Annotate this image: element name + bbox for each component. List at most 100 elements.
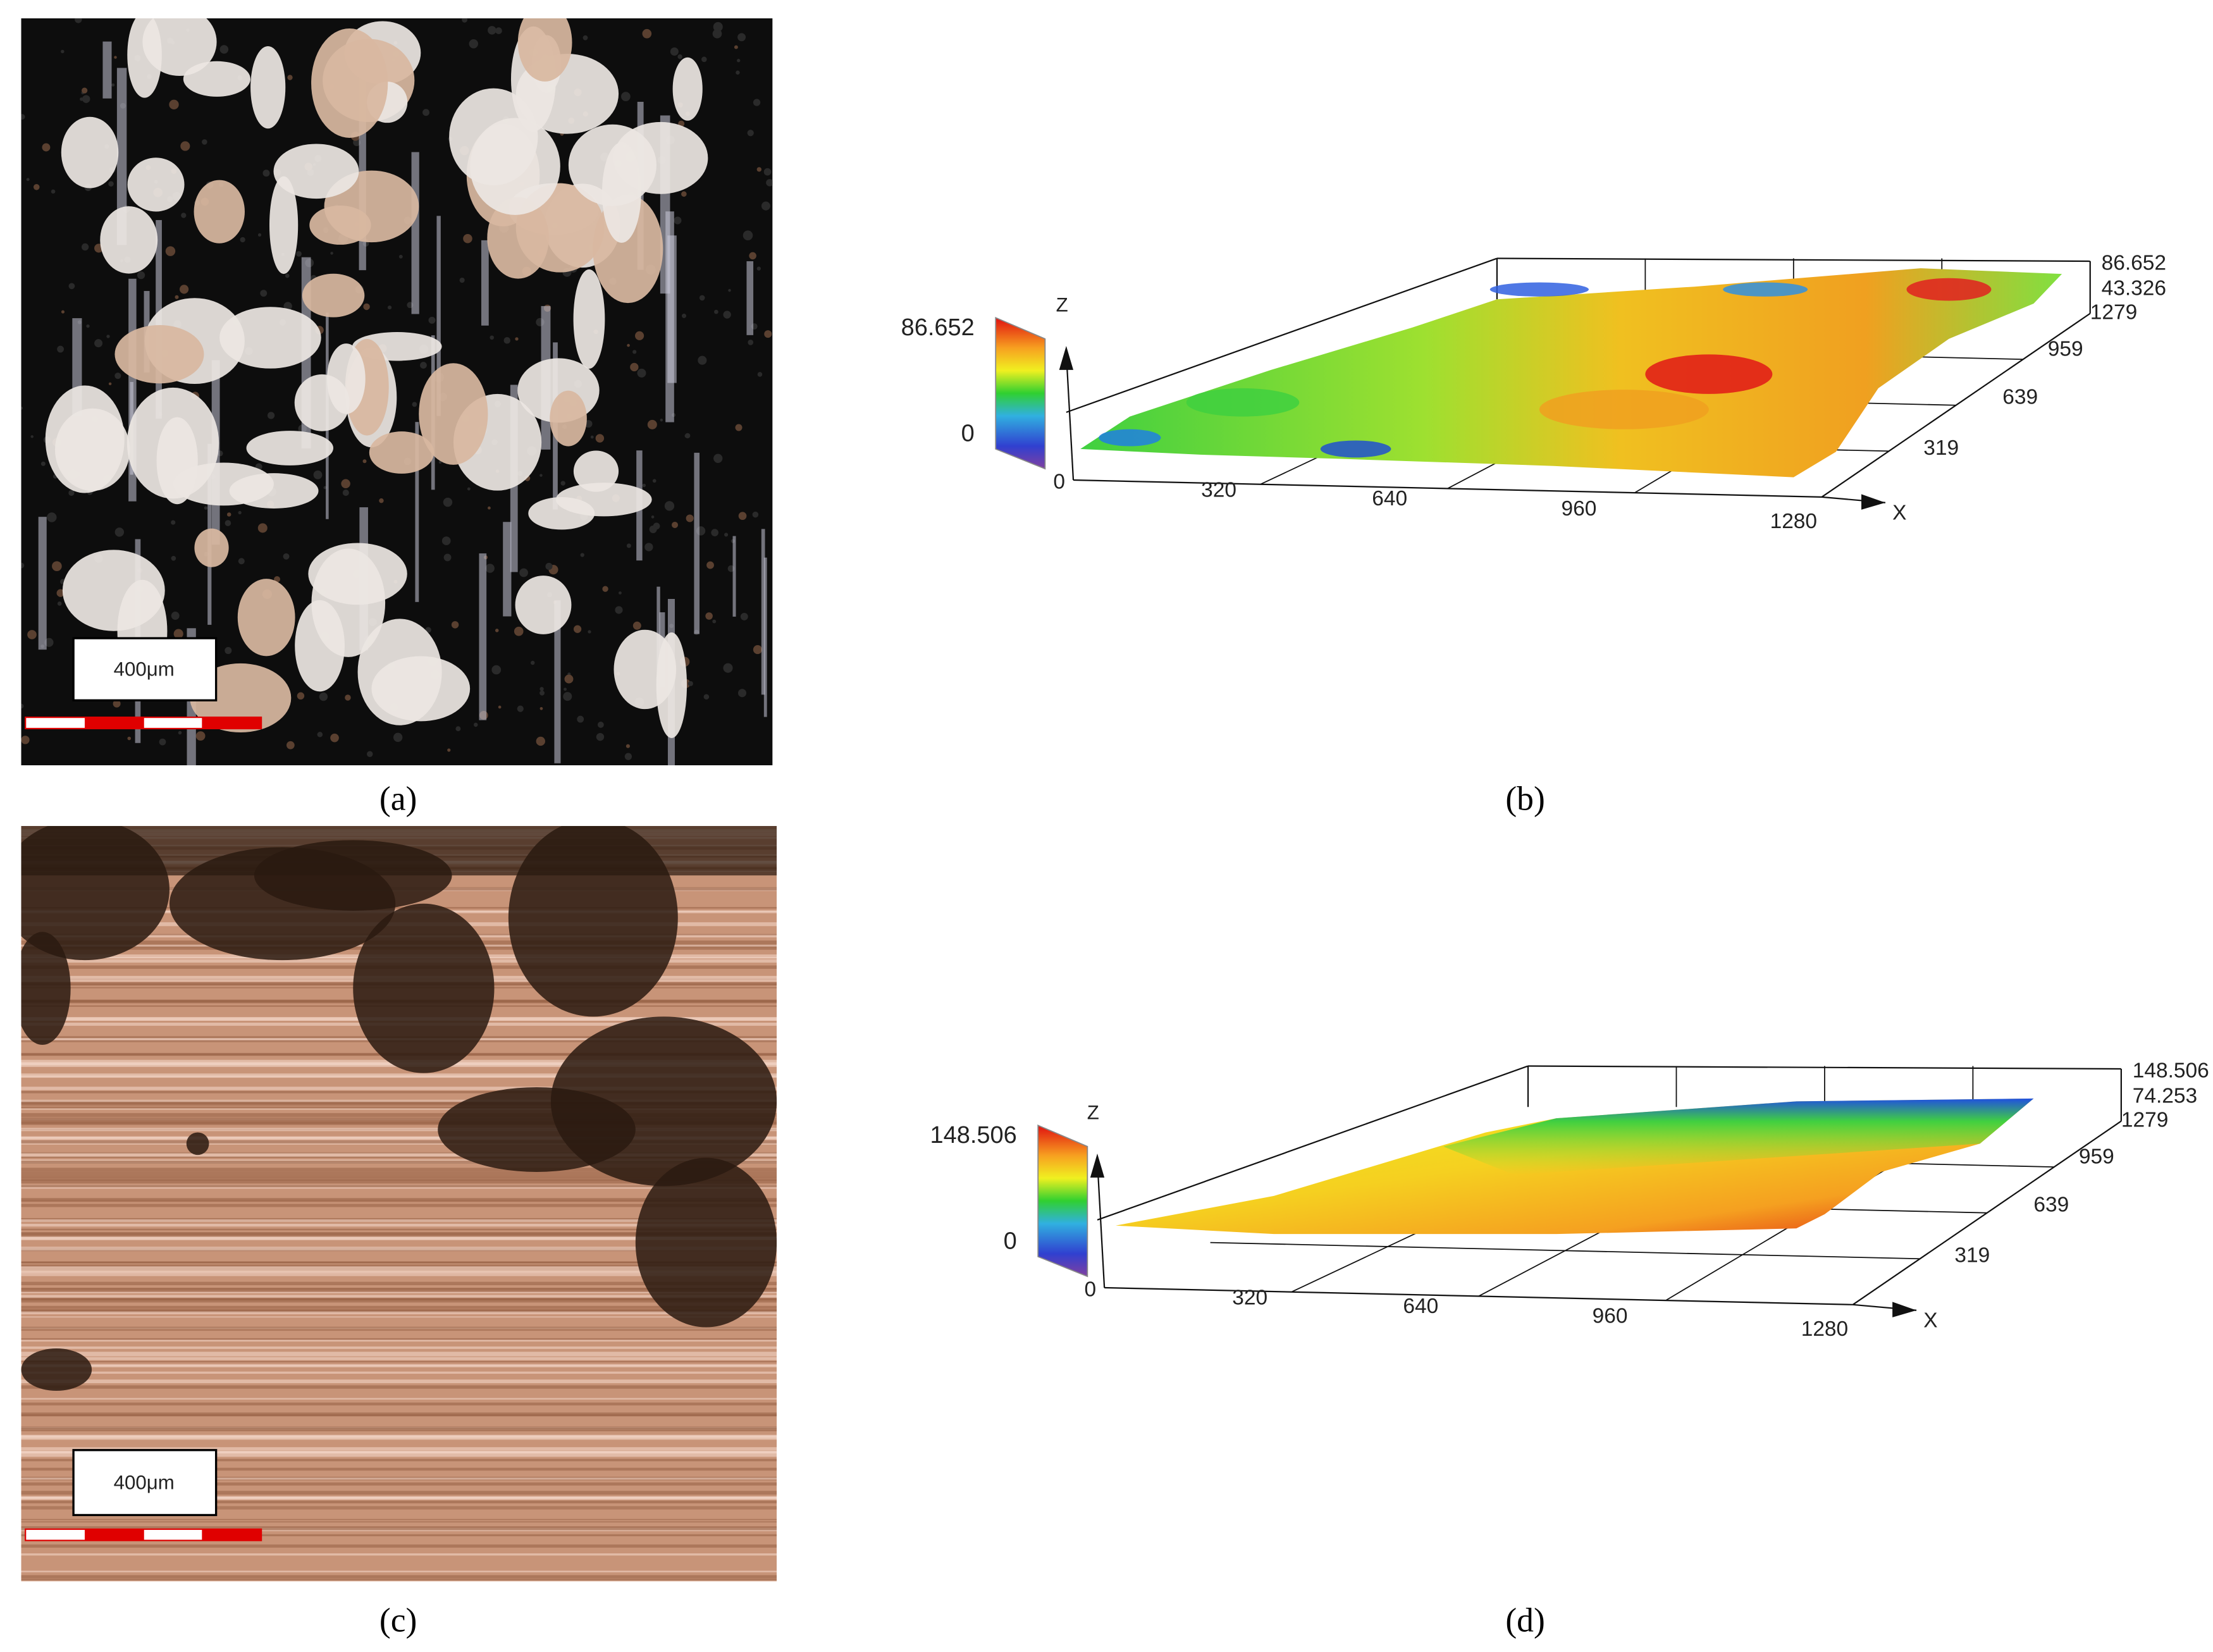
speck <box>420 362 427 369</box>
speck <box>108 181 114 187</box>
scratch <box>21 1360 777 1362</box>
scratch <box>21 1185 777 1188</box>
scratch <box>21 1316 777 1318</box>
x-tick-label: 960 <box>1561 497 1596 521</box>
scratch <box>21 1305 777 1309</box>
scratch <box>21 1199 777 1202</box>
scratch <box>21 1219 777 1222</box>
speck <box>757 372 763 377</box>
speck <box>712 619 717 624</box>
scratch <box>21 1180 777 1184</box>
speck <box>698 355 707 365</box>
speck <box>169 99 179 110</box>
speck <box>514 626 524 636</box>
axis-label: X <box>1892 501 1906 524</box>
speck <box>515 337 519 341</box>
speck <box>637 368 646 378</box>
debris <box>21 932 71 1045</box>
axis-label: Z <box>1056 294 1068 316</box>
speck <box>706 561 714 569</box>
speck <box>711 529 718 536</box>
speck <box>467 487 471 491</box>
speck <box>137 271 145 280</box>
speck <box>754 647 758 651</box>
speck <box>27 630 37 639</box>
speck <box>752 511 759 518</box>
speck <box>179 285 189 294</box>
speck <box>178 730 182 735</box>
speck <box>225 647 232 655</box>
surface-patch <box>1099 429 1161 447</box>
streak <box>763 557 767 717</box>
particle <box>156 417 198 505</box>
speck <box>262 170 270 177</box>
speck <box>447 748 451 752</box>
speck <box>114 56 117 59</box>
particle <box>573 450 619 492</box>
speck <box>21 562 25 569</box>
speck <box>677 54 682 59</box>
particle <box>194 180 245 243</box>
scratch <box>21 1271 777 1275</box>
scratch <box>21 1113 777 1118</box>
scratch <box>21 1477 777 1480</box>
speck <box>763 168 772 176</box>
scratch <box>21 1352 777 1355</box>
x-tick-label: 320 <box>1201 479 1236 502</box>
x-tick-label: 960 <box>1593 1305 1628 1328</box>
scratch <box>21 1579 777 1581</box>
speck <box>560 481 565 486</box>
scratch <box>21 1261 777 1264</box>
speck <box>766 179 773 187</box>
x-tick-label: 0 <box>1053 470 1065 493</box>
speck <box>573 625 582 633</box>
speck <box>462 18 468 23</box>
particle <box>311 28 388 138</box>
speck <box>362 459 367 464</box>
scratch <box>21 1581 777 1582</box>
speck <box>703 694 710 700</box>
speck <box>602 586 608 592</box>
speck <box>652 479 657 483</box>
speck <box>438 460 442 464</box>
streak <box>503 522 512 617</box>
particle <box>369 431 435 474</box>
scratch <box>21 1553 777 1556</box>
streak <box>746 261 754 335</box>
speck <box>171 555 176 561</box>
speck <box>747 130 754 137</box>
speck <box>342 490 349 496</box>
scratch <box>21 1299 777 1303</box>
speck <box>86 324 90 328</box>
scratch <box>21 1175 777 1178</box>
x-tick-label: 320 <box>1232 1286 1267 1310</box>
x-tick-label: 1280 <box>1801 1317 1849 1341</box>
speck <box>21 736 30 744</box>
speck <box>734 45 738 49</box>
scratch <box>21 1204 777 1207</box>
speck <box>47 512 57 522</box>
scratch <box>21 1119 777 1122</box>
scratch <box>21 1496 777 1500</box>
surface-plot: ZX0 320 640 96012803196399591279148.50674.2… <box>930 1059 2209 1341</box>
speck <box>738 512 747 521</box>
speck <box>57 601 62 606</box>
surface-patch <box>1320 440 1391 458</box>
axis-arrow <box>1892 1302 1917 1317</box>
scratch <box>21 1311 777 1315</box>
speck <box>632 621 641 630</box>
speck <box>495 27 502 34</box>
scratch <box>21 1526 777 1531</box>
scratch <box>21 1152 777 1156</box>
speck <box>761 201 770 211</box>
speck <box>398 254 403 259</box>
speck <box>724 533 729 537</box>
scratch <box>21 1161 777 1164</box>
speck <box>219 45 229 54</box>
particle <box>55 408 130 491</box>
speck <box>171 612 180 620</box>
speck <box>491 665 502 675</box>
speck <box>175 295 179 299</box>
surface <box>1080 268 2062 478</box>
speck <box>297 692 305 700</box>
